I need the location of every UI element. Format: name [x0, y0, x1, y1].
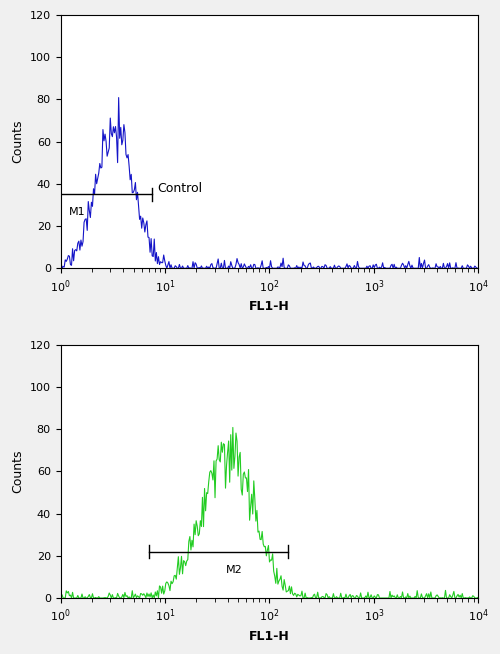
- X-axis label: FL1-H: FL1-H: [249, 300, 290, 313]
- Text: M2: M2: [226, 564, 243, 575]
- X-axis label: FL1-H: FL1-H: [249, 630, 290, 643]
- Y-axis label: Counts: Counts: [11, 450, 24, 493]
- Y-axis label: Counts: Counts: [11, 120, 24, 164]
- Text: Control: Control: [158, 182, 203, 196]
- Text: M1: M1: [69, 207, 86, 218]
